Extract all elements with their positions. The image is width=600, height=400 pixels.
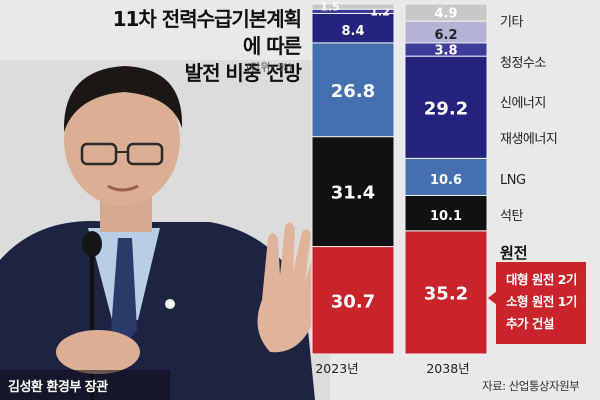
- legend-label-etc: 기타: [500, 15, 523, 30]
- x-tick-2038: 2038년: [426, 361, 470, 376]
- data-label: 31.4: [331, 183, 375, 204]
- callout-line: 추가 건설: [506, 316, 554, 331]
- data-label: 10.1: [430, 209, 462, 224]
- bar-segment: [404, 194, 488, 232]
- bar-segment: [311, 3, 395, 10]
- data-label: 4.9: [434, 7, 457, 22]
- bar-segment: [311, 246, 395, 355]
- callout-arrow: [488, 291, 497, 305]
- data-label: 3.8: [434, 44, 457, 59]
- data-label: 6.2: [434, 28, 457, 43]
- photo-caption: 김성환 환경부 장관: [8, 380, 108, 395]
- callout-line: 소형 원전 1기: [506, 294, 577, 309]
- callout-line: 대형 원전 2기: [506, 272, 577, 287]
- x-tick-2023: 2023년: [315, 361, 359, 376]
- unit-label: (단위: %): [246, 61, 293, 74]
- data-label: 26.8: [331, 81, 375, 102]
- legend-label-hydrogen: 청정수소: [500, 56, 546, 71]
- nuclear-callout: 대형 원전 2기 소형 원전 1기 추가 건설: [496, 262, 586, 344]
- legend-label-coal: 석탄: [500, 209, 523, 224]
- bar-segment: [311, 42, 395, 138]
- title-line-2: 발전 비중 전망: [184, 61, 302, 85]
- bar-segment: [311, 136, 395, 248]
- data-label: 8.4: [341, 24, 364, 39]
- source-note: 자료: 산업통상자원부: [482, 379, 580, 393]
- chart-title: 11차 전력수급기본계획에 따른 발전 비중 전망: [96, 6, 302, 87]
- title-line-1: 11차 전력수급기본계획에 따른: [112, 7, 302, 58]
- legend-label-lng: LNG: [500, 173, 526, 188]
- data-label: 10.6: [430, 173, 462, 188]
- data-label: 30.7: [331, 291, 375, 312]
- data-label: 29.2: [424, 98, 468, 119]
- legend-label-nuclear: 원전: [500, 244, 528, 262]
- data-label: 1.5: [320, 1, 340, 14]
- data-label: 35.2: [424, 283, 468, 304]
- legend-label-renewable: 재생에너지: [500, 132, 558, 147]
- legend-label-new-energy: 신에너지: [500, 96, 546, 111]
